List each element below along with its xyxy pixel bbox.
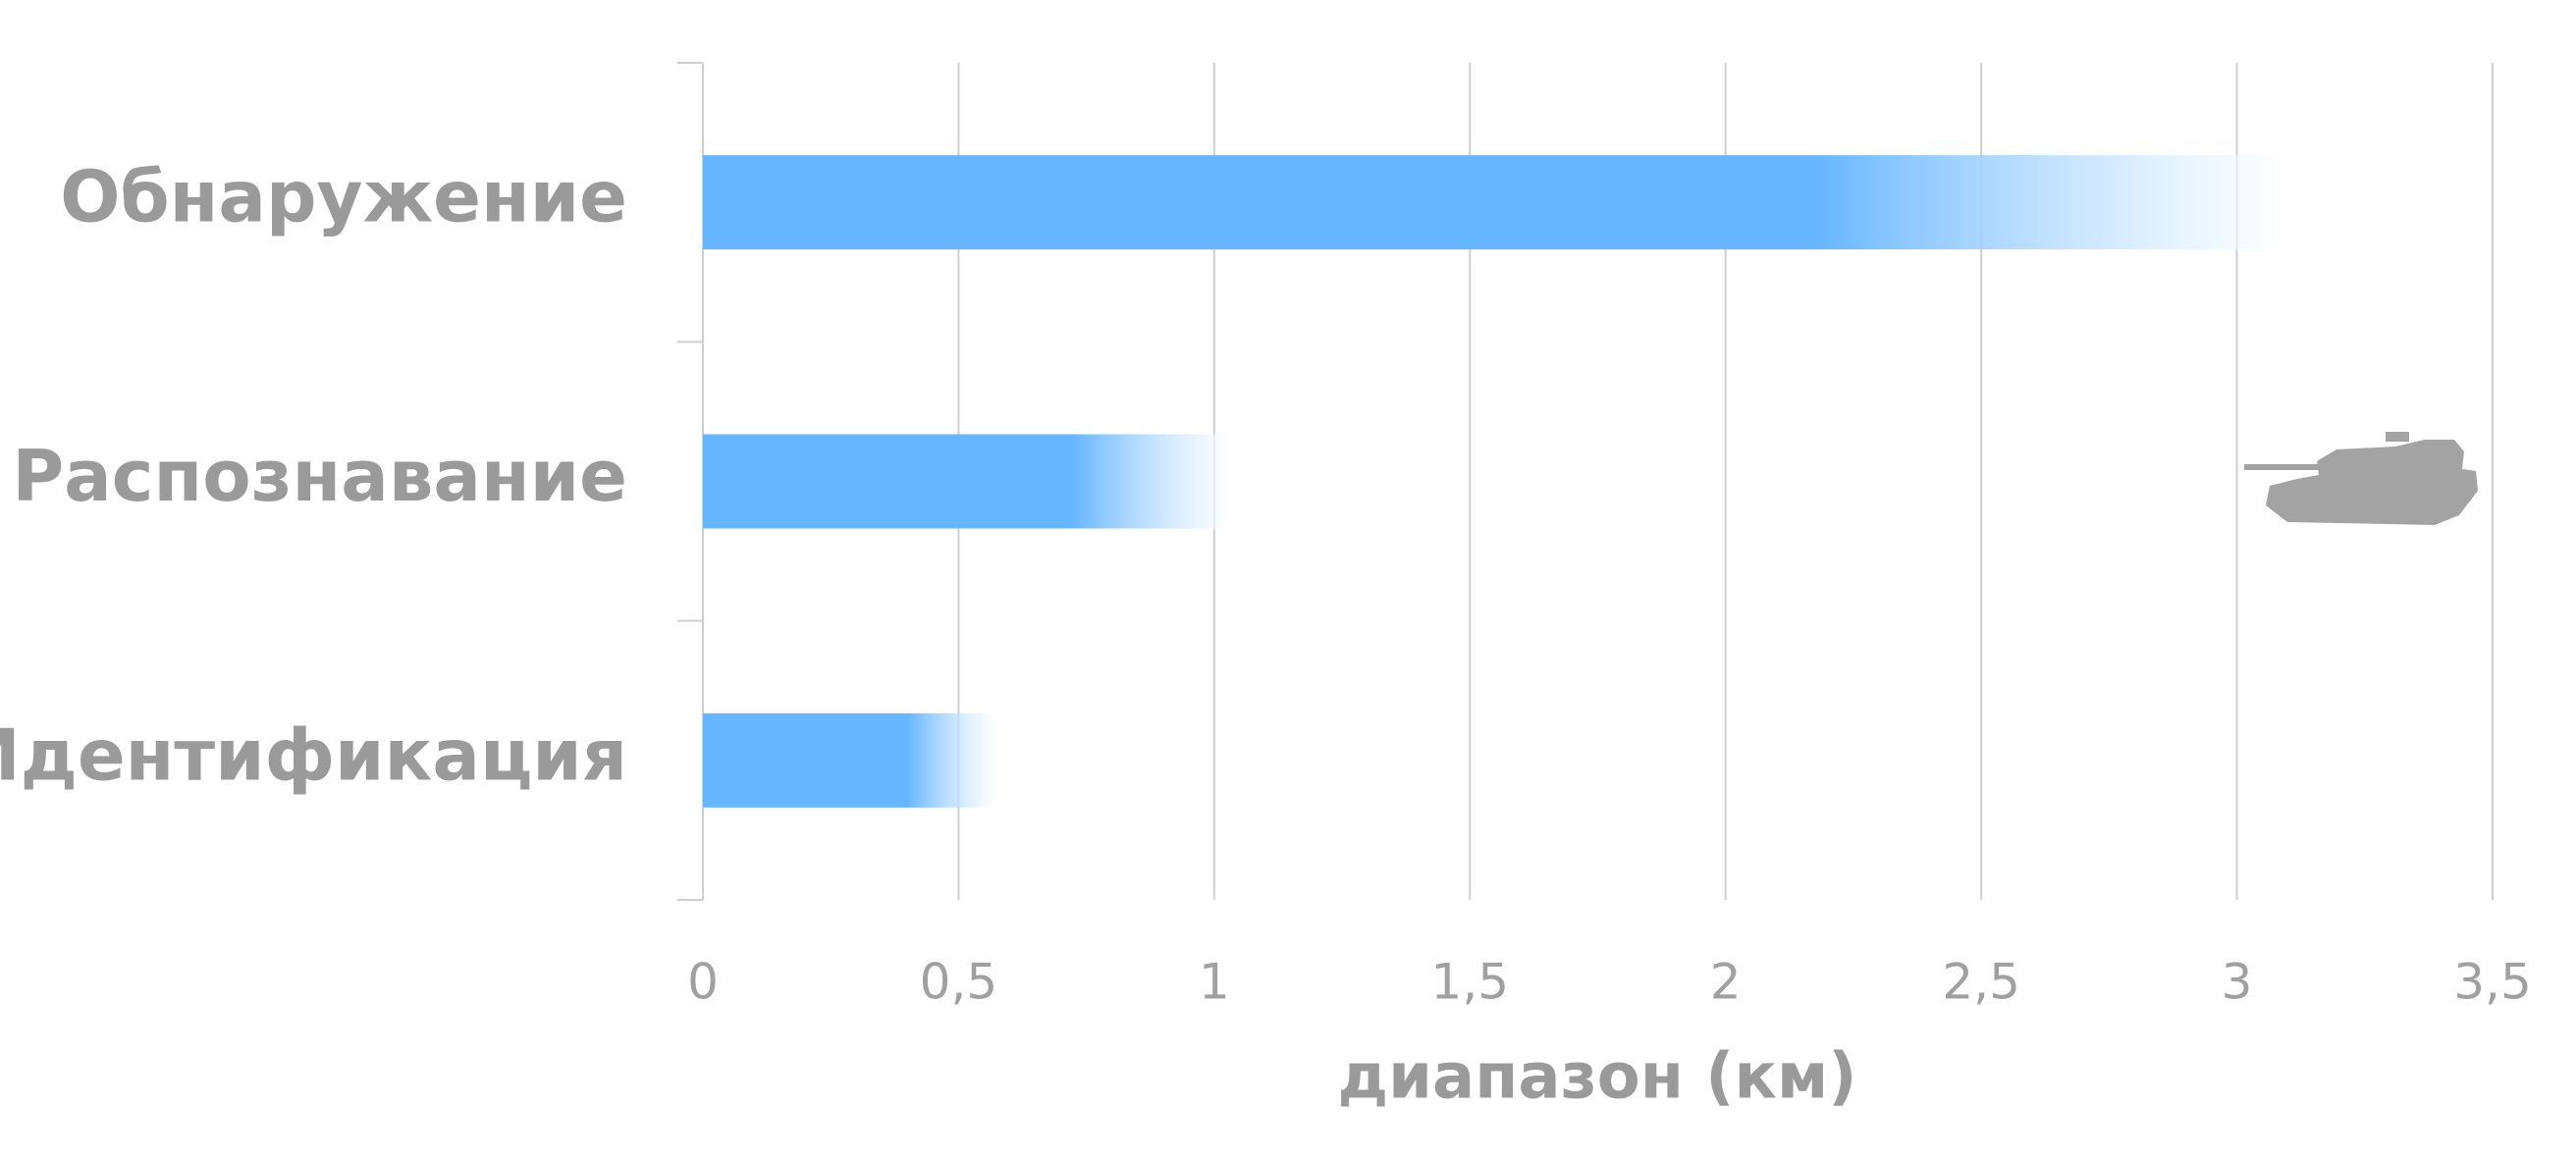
x-tick-label: 2,5 bbox=[1942, 954, 2020, 1011]
bar bbox=[703, 155, 2288, 250]
axis-title: диапазон (км) bbox=[1337, 1041, 1856, 1114]
x-tick-label: 3 bbox=[2222, 954, 2253, 1011]
bar bbox=[703, 712, 994, 808]
x-tick-label: 1,5 bbox=[1431, 954, 1510, 1011]
y-tick-label: Обнаружение bbox=[60, 156, 627, 238]
x-tick-label: 0 bbox=[687, 954, 719, 1011]
y-tick-label: Идентификация bbox=[0, 713, 627, 796]
y-tick-label: Распознавание bbox=[12, 435, 627, 517]
x-tick-label: 1 bbox=[1199, 954, 1230, 1011]
tank-icon bbox=[2244, 432, 2478, 525]
x-tick-label: 3,5 bbox=[2453, 954, 2532, 1011]
x-tick-label: 0,5 bbox=[920, 954, 998, 1011]
x-tick-label: 2 bbox=[1710, 954, 1742, 1011]
bar bbox=[703, 434, 1230, 529]
